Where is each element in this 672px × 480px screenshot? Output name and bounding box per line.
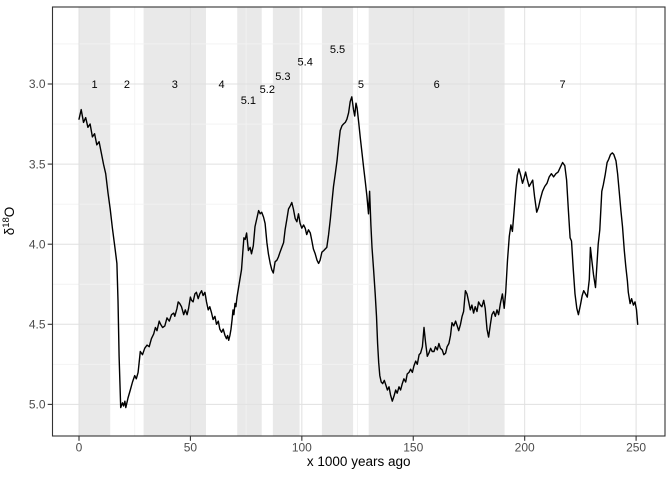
x-tick-label: 0 (76, 441, 83, 455)
y-tick-label: 5.0 (29, 398, 46, 412)
stage-band (321, 7, 354, 436)
y-axis-tick-labels: 3.0 3.5 4.0 4.5 5.0 (29, 77, 46, 411)
stage-label-7: 7 (560, 79, 566, 91)
stage-label-1: 1 (92, 79, 98, 91)
stage-labels: 1 2 3 4 5.1 5.25.3 5.4 5.5 5 6 7 (92, 44, 566, 107)
d18o-data-line (78, 96, 639, 409)
grid-minor (52, 7, 665, 436)
x-tick-label: 250 (626, 441, 646, 455)
x-tick-label: 150 (403, 441, 423, 455)
y-tick-label: 3.5 (29, 157, 46, 171)
stage-label-5: 5 (358, 79, 364, 91)
stage-label-5.1: 5.1 (241, 95, 256, 107)
stage-label-5.4: 5.4 (298, 57, 313, 69)
stage-label-3: 3 (172, 79, 178, 91)
x-tick-label: 100 (292, 441, 312, 455)
axis-ticks (47, 83, 637, 441)
y-tick-label: 4.0 (29, 237, 46, 251)
panel-border (51, 6, 666, 437)
data-line-group (78, 96, 639, 409)
x-tick-label: 200 (515, 441, 535, 455)
stage-band (237, 7, 262, 436)
x-axis-tick-labels: 0 50 100 150 200 250 (76, 441, 647, 455)
stage-label-5.3: 5.3 (275, 71, 290, 83)
stage-band (368, 7, 505, 436)
y-axis-title-superscript: 18 (1, 217, 12, 228)
x-tick-label: 50 (184, 441, 198, 455)
stage-label-6: 6 (434, 79, 440, 91)
stage-label-5.2: 5.2 (260, 84, 275, 96)
y-axis-title-O: O (2, 207, 17, 218)
x-axis-title: x 1000 years ago (307, 454, 411, 469)
stage-band (143, 7, 207, 436)
stage-label-4: 4 (219, 79, 225, 91)
stage-label-5.5: 5.5 (330, 44, 345, 56)
stage-band (79, 7, 111, 436)
stage-label-2: 2 (124, 79, 130, 91)
y-tick-label: 4.5 (29, 318, 46, 332)
y-axis-title: δ18O (1, 207, 17, 236)
y-axis-title-delta: δ (2, 228, 17, 236)
y-tick-label: 3.0 (29, 77, 46, 91)
